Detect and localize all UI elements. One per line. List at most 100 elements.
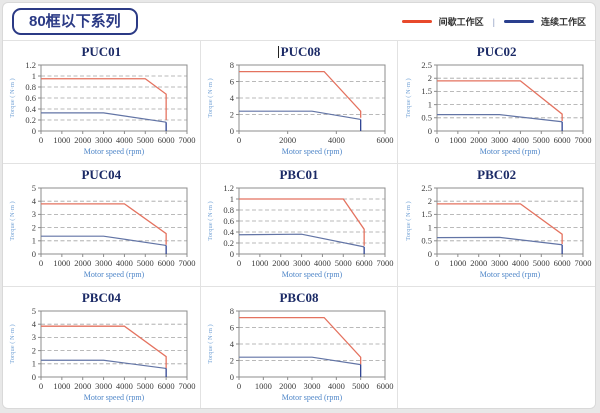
svg-text:2: 2 xyxy=(427,73,431,83)
svg-text:1: 1 xyxy=(32,359,36,369)
svg-text:4: 4 xyxy=(32,319,37,329)
chart-cell-PBC02: PBC02 0 0.5 1 1.5 2 2.5 0 1000 2000 3000 4000 5000 60… xyxy=(398,164,595,286)
svg-text:2: 2 xyxy=(230,355,234,365)
svg-text:1: 1 xyxy=(427,99,431,109)
svg-text:3000: 3000 xyxy=(491,258,508,268)
intermittent-zone-line xyxy=(41,78,168,120)
svg-text:6000: 6000 xyxy=(553,258,570,268)
svg-text:5000: 5000 xyxy=(335,258,352,268)
svg-text:0: 0 xyxy=(39,381,43,391)
svg-text:0: 0 xyxy=(427,249,431,259)
empty-cell xyxy=(398,287,595,408)
svg-text:8: 8 xyxy=(230,60,234,70)
svg-text:6000: 6000 xyxy=(158,135,175,145)
chart-cell-PUC01: PUC01 0 0.2 0.4 0.6 0.8 1 1.2 0 1000 2000 3000 4000 5… xyxy=(3,41,200,163)
svg-text:0: 0 xyxy=(32,249,36,259)
x-axis-label: Motor speed (rpm) xyxy=(84,147,145,156)
svg-text:8: 8 xyxy=(230,306,234,316)
svg-text:5: 5 xyxy=(32,183,36,193)
svg-text:5: 5 xyxy=(32,306,36,316)
svg-text:0: 0 xyxy=(237,381,241,391)
svg-text:0.5: 0.5 xyxy=(421,113,432,123)
y-axis-label: Torque ( N·m ) xyxy=(405,78,412,117)
x-axis-label: Motor speed (rpm) xyxy=(84,270,145,279)
svg-text:0: 0 xyxy=(39,258,43,268)
legend-line-intermittent-icon xyxy=(401,20,432,23)
svg-text:0: 0 xyxy=(435,258,439,268)
svg-text:1000: 1000 xyxy=(255,381,272,391)
chart-cell-PBC08: PBC08 0 2 4 6 8 0 1000 2000 3000 4000 5000 6000 Torqu… xyxy=(200,287,398,408)
svg-text:3: 3 xyxy=(32,332,36,342)
chart-title: PBC02 xyxy=(477,167,517,182)
svg-text:4000: 4000 xyxy=(512,258,529,268)
continuous-zone-line xyxy=(436,236,562,246)
chart-plot: 00.20.40.60.811.20 1000 2000 3000 4000 5000 60… xyxy=(9,60,196,156)
intermittent-zone-line xyxy=(41,325,168,369)
chart-cell-PUC08: PUC08 0 2 4 6 8 0 2000 4000 6000 Torque ( N·m ) Mot… xyxy=(200,41,398,163)
svg-text:3000: 3000 xyxy=(303,381,320,391)
svg-text:0: 0 xyxy=(435,135,439,145)
svg-text:1: 1 xyxy=(230,194,234,204)
svg-text:7000: 7000 xyxy=(179,258,196,268)
y-axis-label: Torque ( N·m ) xyxy=(9,78,16,117)
svg-text:0.8: 0.8 xyxy=(223,205,234,215)
svg-text:6000: 6000 xyxy=(376,381,393,391)
series-title-badge: 80框以下系列 xyxy=(12,8,138,35)
svg-text:1000: 1000 xyxy=(54,135,71,145)
svg-text:2000: 2000 xyxy=(75,381,92,391)
continuous-zone-line xyxy=(238,356,361,366)
chart-plot: 0 2 4 6 8 0 2000 4000 6000 Torque ( N·m ) Motor sp… xyxy=(207,60,394,156)
x-axis-label: Motor speed (rpm) xyxy=(479,270,540,279)
svg-text:4000: 4000 xyxy=(328,135,345,145)
chart-cell-PBC04: PBC04 0 1 2 3 4 5 0 1000 2000 3000 4000 5000 6000 7000… xyxy=(3,287,200,408)
y-axis-label: Torque ( N·m ) xyxy=(207,201,214,240)
svg-text:0: 0 xyxy=(230,372,234,382)
continuous-zone-line xyxy=(41,112,167,123)
x-axis-label: Motor speed (rpm) xyxy=(84,393,145,402)
chart-plot: 0 0.5 1 1.5 2 2.5 0 1000 2000 3000 4000 5000 6000 700… xyxy=(405,183,592,279)
intermittent-zone-line xyxy=(436,80,563,121)
svg-text:2.5: 2.5 xyxy=(421,60,432,70)
x-axis-label: Motor speed (rpm) xyxy=(479,147,540,156)
chart-plot: 0 2 4 6 8 0 1000 2000 3000 4000 5000 6000 Torque ( N… xyxy=(207,306,394,402)
svg-text:0.8: 0.8 xyxy=(26,82,37,92)
svg-text:7000: 7000 xyxy=(574,258,591,268)
svg-text:3000: 3000 xyxy=(491,135,508,145)
svg-text:5000: 5000 xyxy=(137,258,154,268)
svg-text:1000: 1000 xyxy=(251,258,268,268)
continuous-zone-line xyxy=(238,110,361,121)
svg-text:5000: 5000 xyxy=(137,135,154,145)
svg-text:0.4: 0.4 xyxy=(26,104,37,114)
chart-title: PUC04 xyxy=(81,167,122,182)
svg-text:2000: 2000 xyxy=(279,381,296,391)
svg-text:0: 0 xyxy=(427,126,431,136)
svg-text:3000: 3000 xyxy=(95,258,112,268)
legend: 间歇工作区 | 连续工作区 xyxy=(401,15,586,28)
svg-text:2000: 2000 xyxy=(75,258,92,268)
svg-text:2.5: 2.5 xyxy=(421,183,432,193)
chart-plot: 00.20.40.60.811.20 1000 2000 3000 4000 5000 60… xyxy=(207,183,394,279)
chart-title: PBC08 xyxy=(279,290,319,305)
x-axis-label: Motor speed (rpm) xyxy=(282,147,343,156)
svg-text:2000: 2000 xyxy=(470,135,487,145)
svg-text:6000: 6000 xyxy=(158,258,175,268)
legend-line-continuous-icon xyxy=(503,20,534,23)
svg-text:0: 0 xyxy=(32,126,36,136)
chart-title: PUC01 xyxy=(81,44,122,59)
svg-text:5000: 5000 xyxy=(532,258,549,268)
chart-cell-PUC02: PUC02 0 0.5 1 1.5 2 2.5 0 1000 2000 3000 4000 5000 60… xyxy=(398,41,595,163)
y-axis-label: Torque ( N·m ) xyxy=(207,324,214,363)
svg-text:4000: 4000 xyxy=(512,135,529,145)
svg-text:7000: 7000 xyxy=(574,135,591,145)
y-axis-label: Torque ( N·m ) xyxy=(9,201,16,240)
svg-text:6000: 6000 xyxy=(376,135,393,145)
svg-text:4000: 4000 xyxy=(116,381,133,391)
continuous-zone-line xyxy=(238,233,365,248)
svg-text:0: 0 xyxy=(230,126,234,136)
x-axis-label: Motor speed (rpm) xyxy=(282,393,343,402)
svg-text:4: 4 xyxy=(230,93,235,103)
chart-cell-PUC04: PUC04 0 1 2 3 4 5 0 1000 2000 3000 4000 5000 6000 7000… xyxy=(3,164,200,286)
chart-title: PUC02 xyxy=(476,44,517,59)
svg-text:3000: 3000 xyxy=(95,381,112,391)
